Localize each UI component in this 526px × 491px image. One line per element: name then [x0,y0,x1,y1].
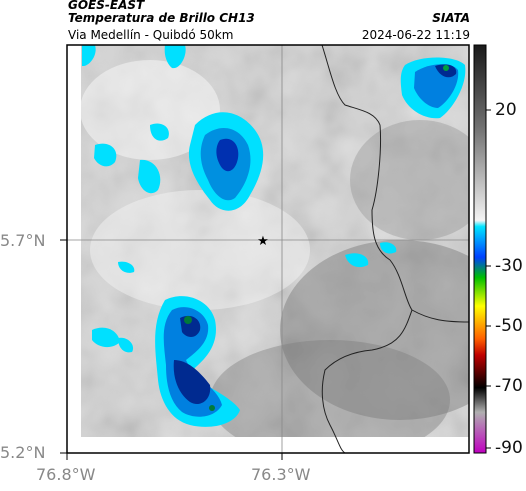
lon-tick-label: 76.8°W [36,465,96,484]
lat-tick-label: 5.7°N [0,231,46,250]
cold-cloud-cells [82,45,466,427]
organization-label: SIATA [432,11,470,25]
colorbar-tick-label: -30 [495,256,523,276]
location-star-marker: ★ [257,234,269,249]
colorbar-tick-label: -90 [495,438,523,458]
border-line [321,45,469,323]
border-line-south [321,309,413,453]
lon-tick-label: 76.3°W [251,465,311,484]
timestamp: 2024-06-22 11:19 [361,28,470,42]
colorbar [473,44,487,454]
colorbar-tick-label: 20 [495,100,517,120]
map-plot-area: ★ [67,45,469,453]
satellite-source: GOES-EAST [68,0,145,12]
product-title: Temperatura de Brillo CH13 [68,11,255,25]
colorbar-tick-label: -70 [495,376,523,396]
region-subtitle: Via Medellín - Quibdó 50km [68,28,234,42]
colorbar-tick-label: -50 [495,316,523,336]
lat-tick-label: 5.2°N [0,443,46,462]
map-frame [66,44,470,454]
